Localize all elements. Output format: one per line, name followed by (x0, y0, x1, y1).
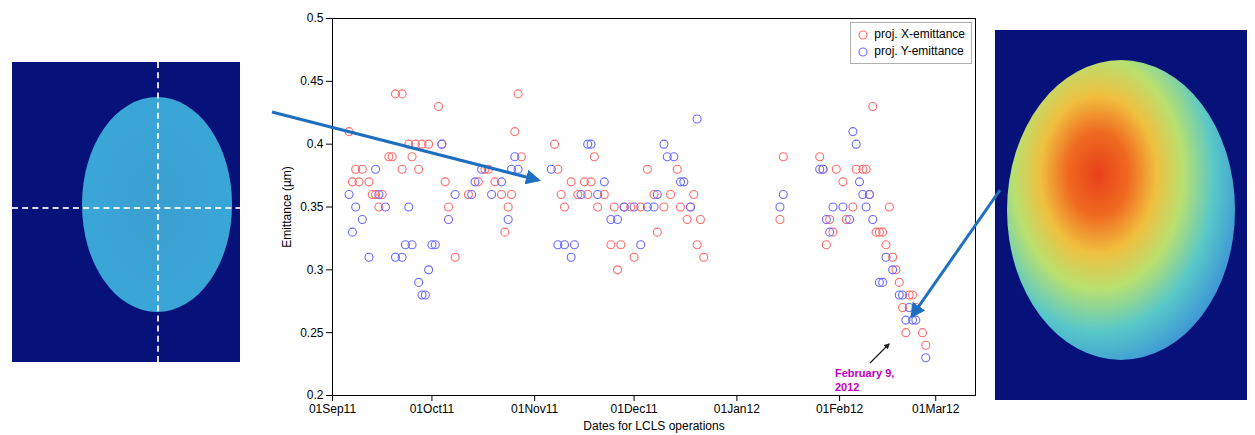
svg-text:01Jan12: 01Jan12 (714, 402, 760, 416)
svg-text:0.45: 0.45 (300, 74, 324, 88)
svg-text:0.4: 0.4 (307, 137, 324, 151)
svg-text:Dates for LCLS operations: Dates for LCLS operations (583, 419, 724, 433)
svg-text:01Sep11: 01Sep11 (309, 402, 356, 416)
svg-text:0.5: 0.5 (307, 11, 324, 25)
svg-text:01Nov11: 01Nov11 (511, 402, 558, 416)
svg-text:01Feb12: 01Feb12 (816, 402, 864, 416)
svg-text:01Mar12: 01Mar12 (912, 402, 960, 416)
svg-text:0.25: 0.25 (300, 326, 324, 340)
html-text:proj. Y-emittance: proj. Y-emittance (874, 44, 964, 58)
svg-text:Emittance (µm): Emittance (µm) (280, 166, 294, 248)
svg-text:0.3: 0.3 (307, 263, 324, 277)
svg-text:February 9,2012: February 9,2012 (835, 367, 894, 393)
svg-text:0.2: 0.2 (307, 388, 324, 402)
svg-text:01Oct11: 01Oct11 (410, 402, 455, 416)
html-text:proj. X-emittance: proj. X-emittance (874, 27, 965, 41)
svg-text:01Dec11: 01Dec11 (611, 402, 658, 416)
svg-text:0.35: 0.35 (300, 200, 324, 214)
